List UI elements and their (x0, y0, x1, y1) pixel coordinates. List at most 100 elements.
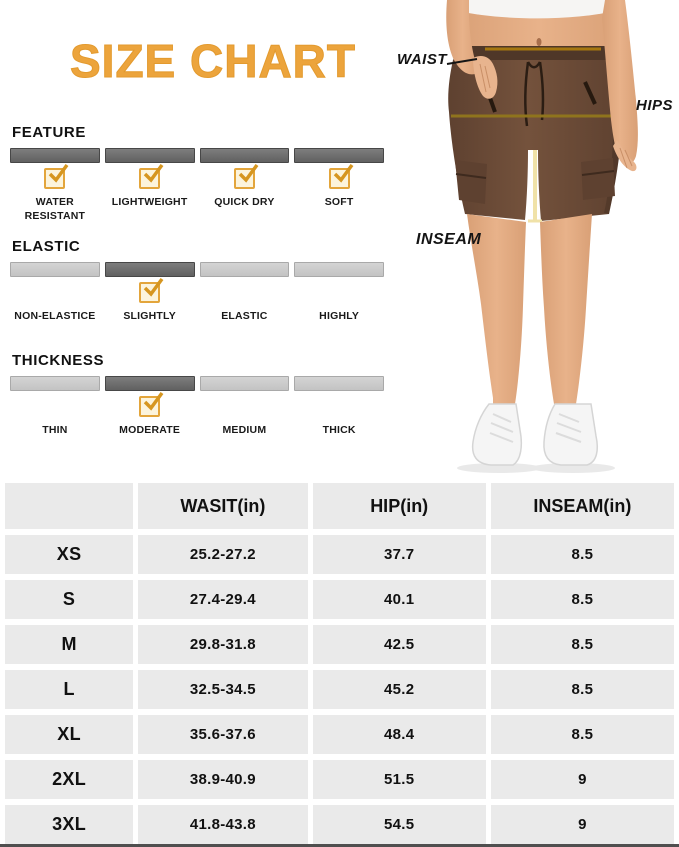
option-label: SOFT (324, 196, 354, 208)
waist-pointer (446, 58, 478, 65)
waist-cell: 29.8-31.8 (138, 625, 308, 664)
option-highly: HIGHLY (294, 262, 384, 337)
left-sneaker (471, 403, 523, 466)
section-title: THICKNESS (12, 352, 105, 370)
crop-top (455, 0, 623, 19)
option-bar (199, 148, 290, 163)
waist-cell: 27.4-29.4 (138, 580, 308, 619)
table-row: L 32.5-34.5 45.2 8.5 (5, 670, 674, 709)
left-arm (446, 0, 479, 75)
waist-cell: 35.6-37.6 (138, 715, 308, 754)
option-label: ELASTIC (221, 310, 268, 323)
hips-label: HIPS (636, 97, 674, 114)
option-water-resistant: WATER RESISTANT (10, 148, 100, 223)
option-label: MEDIUM (222, 424, 267, 437)
model-photo (446, 0, 638, 473)
option-label: WATER RESISTANT (24, 196, 86, 222)
size-table: WASIT(in) HIP(in) INSEAM(in) XS 25.2-27.… (0, 477, 679, 847)
waist-cell: 25.2-27.2 (138, 535, 308, 574)
size-cell: XS (5, 535, 134, 574)
table-row: S 27.4-29.4 40.1 8.5 (5, 580, 674, 619)
option-bar (199, 262, 290, 278)
check-icon (333, 163, 354, 183)
option-label: SLIGHTLY (123, 310, 176, 323)
option-bar (10, 262, 100, 278)
left-hand (473, 56, 498, 99)
option-label: MODERATE (119, 424, 181, 437)
table-row: M 29.8-31.8 42.5 8.5 (5, 625, 674, 664)
check-icon (238, 163, 259, 183)
section-elastic: ELASTIC NON-ELASTICE SLIGHTLY ELASTIC (6, 238, 388, 337)
option-elastic: ELASTIC (199, 262, 290, 337)
hip-cell: 45.2 (312, 670, 486, 709)
option-quick-dry: QUICK DRY (199, 148, 290, 223)
table-row: 2XL 38.9-40.9 51.5 9 (5, 760, 674, 799)
section-title: ELASTIC (12, 238, 81, 256)
check-icon (143, 163, 164, 183)
check-icon (49, 163, 69, 183)
inseam-cell: 8.5 (490, 625, 674, 664)
option-slightly: SLIGHTLY (104, 262, 195, 337)
table-row: XS 25.2-27.2 37.7 8.5 (5, 535, 674, 574)
option-thin: THIN (10, 376, 100, 451)
right-arm (602, 0, 638, 165)
cargo-pocket-right (581, 158, 615, 200)
inseam-label: INSEAM (416, 231, 482, 248)
header-inseam: INSEAM(in) (490, 483, 674, 529)
option-bar (294, 148, 384, 163)
hip-cell: 51.5 (312, 760, 486, 799)
size-cell: 2XL (5, 760, 134, 799)
inseam-cell: 8.5 (490, 715, 674, 754)
option-non-elastic: NON-ELASTICE (10, 262, 100, 337)
section-feature: FEATURE WATER RESISTANT LIGHTWEIGHT QUIC… (6, 124, 388, 223)
inseam-cell: 8.5 (490, 580, 674, 619)
header-waist: WASIT(in) (138, 483, 308, 529)
checkbox (44, 163, 69, 189)
option-bar (104, 148, 195, 163)
hip-cell: 40.1 (312, 580, 486, 619)
option-lightweight: LIGHTWEIGHT (104, 148, 195, 223)
table-header-row: WASIT(in) HIP(in) INSEAM(in) (5, 483, 674, 529)
waist-cell: 41.8-43.8 (138, 805, 308, 844)
image-bottom-border (0, 844, 679, 847)
check-icon (143, 392, 164, 411)
option-moderate: MODERATE (104, 376, 195, 451)
option-bar (10, 376, 100, 392)
inseam-cell: 9 (490, 760, 674, 799)
header-hip: HIP(in) (312, 483, 486, 529)
hip-cell: 37.7 (312, 535, 486, 574)
inseam-cell: 9 (490, 805, 674, 844)
zip-pocket-right (583, 81, 597, 105)
right-sneaker (543, 403, 599, 466)
inseam-cell: 8.5 (490, 535, 674, 574)
size-cell: XL (5, 715, 134, 754)
size-cell: S (5, 580, 134, 619)
option-thick: THICK (294, 376, 384, 451)
option-label: THIN (42, 424, 68, 437)
checkbox (139, 163, 164, 189)
option-bar (104, 262, 195, 278)
option-bar (104, 376, 195, 392)
cargo-pocket-left (455, 160, 487, 204)
checkbox (233, 163, 259, 189)
header-size (5, 483, 134, 529)
option-label: QUICK DRY (214, 196, 275, 208)
right-leg (540, 214, 592, 404)
waist-cell: 38.9-40.9 (138, 760, 308, 799)
hip-cell: 42.5 (312, 625, 486, 664)
option-label: NON-ELASTICE (14, 310, 96, 323)
page-title: SIZE CHART (70, 35, 356, 88)
waist-label: WAIST (397, 51, 447, 68)
hip-cell: 48.4 (312, 715, 486, 754)
size-cell: 3XL (5, 805, 134, 844)
table-row: XL 35.6-37.6 48.4 8.5 (5, 715, 674, 754)
option-soft: SOFT (294, 148, 384, 223)
option-bar (10, 148, 100, 163)
inseam-cell: 8.5 (490, 670, 674, 709)
option-bar (199, 376, 290, 392)
option-medium: MEDIUM (199, 376, 290, 451)
section-title: FEATURE (12, 124, 86, 141)
check-icon (143, 278, 164, 297)
size-cell: M (5, 625, 134, 664)
